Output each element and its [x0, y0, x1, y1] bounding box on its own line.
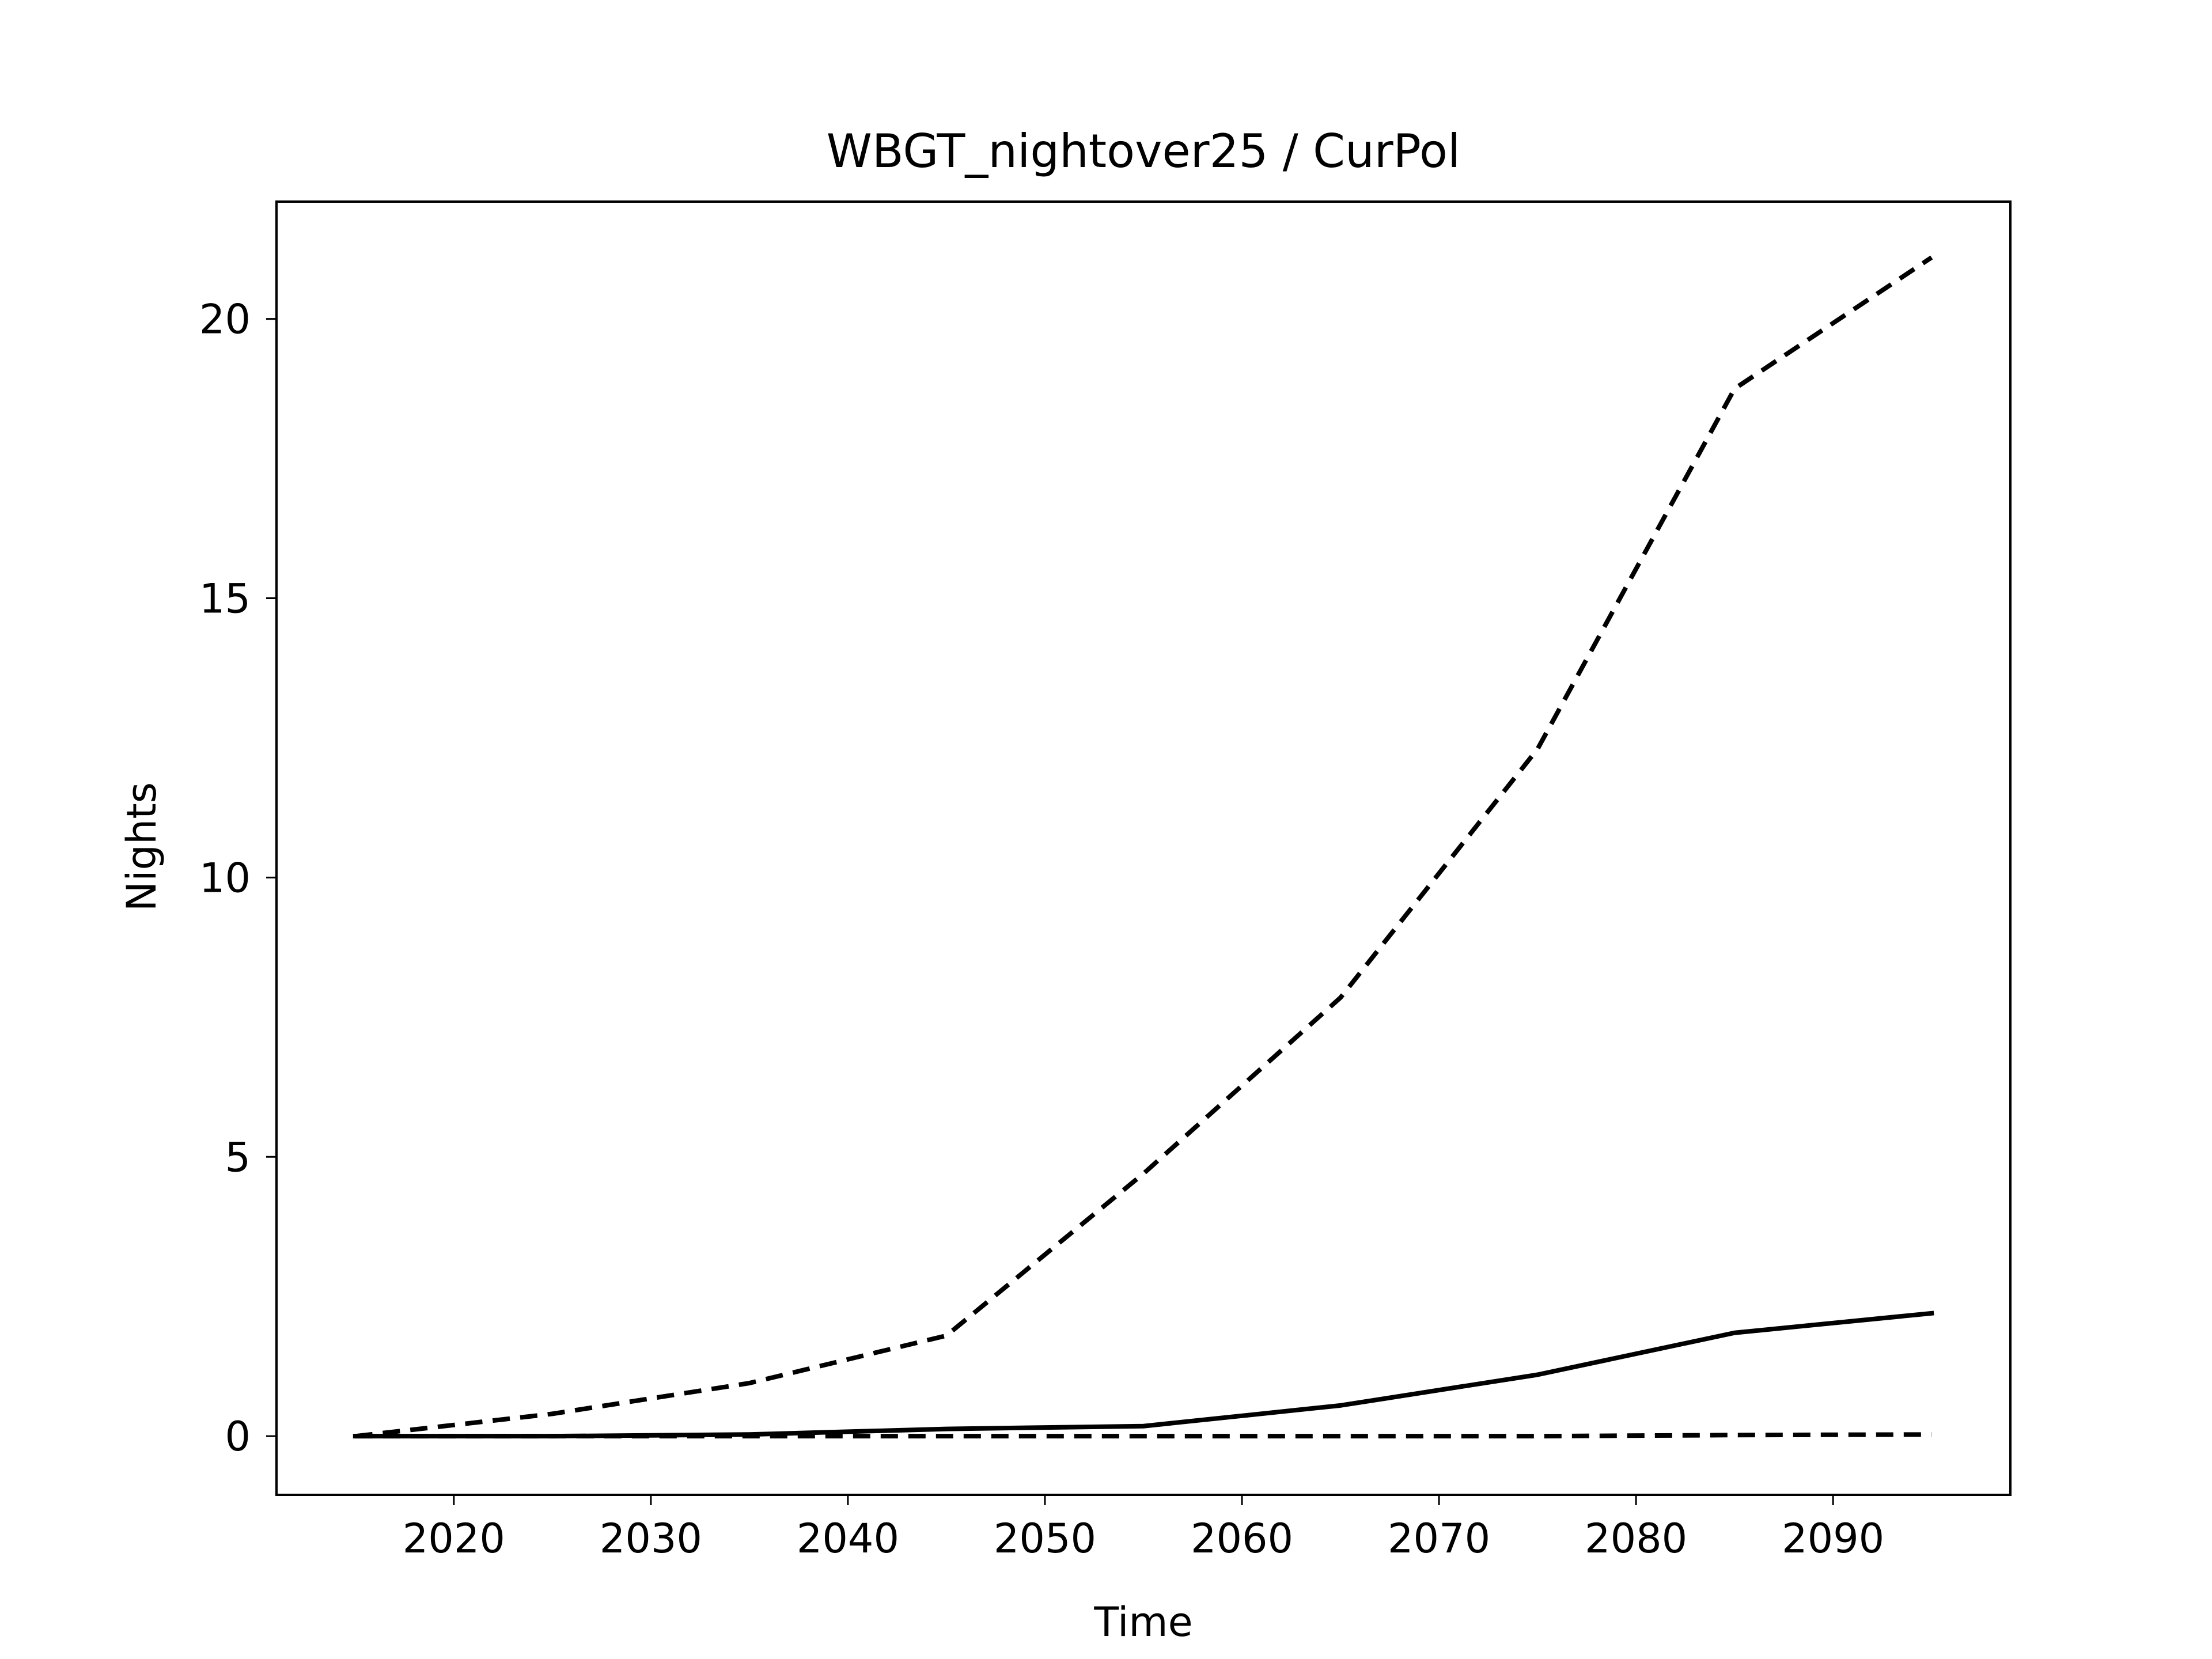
x-axis-label: Time: [1093, 1599, 1192, 1646]
axis-ticks: 2020 2030 2040 2050 2060 2070 2080 2090 0 5 10 15 20: [199, 296, 1884, 1562]
x-tick-label: 2030: [600, 1515, 702, 1562]
y-tick-label: 20: [199, 296, 251, 343]
chart-title: WBGT_nightover25 / CurPol: [827, 124, 1460, 178]
x-tick-label: 2060: [1191, 1515, 1293, 1562]
series-group: [353, 255, 1934, 1439]
x-tick-label: 2090: [1782, 1515, 1884, 1562]
x-tick-label: 2020: [403, 1515, 505, 1562]
y-tick-label: 5: [225, 1134, 251, 1181]
x-tick-label: 2070: [1388, 1515, 1490, 1562]
axes-frame: [275, 200, 2012, 1496]
x-tick-label: 2040: [797, 1515, 899, 1562]
series-line-3: [355, 1432, 1932, 1439]
x-tick-label: 2050: [994, 1515, 1096, 1562]
series-line-1: [355, 255, 1933, 1439]
y-tick-label: 0: [225, 1413, 251, 1460]
y-tick-label: 15: [199, 575, 251, 623]
y-tick-label: 10: [199, 854, 251, 902]
y-axis-label: Nights: [118, 782, 165, 912]
x-tick-label: 2080: [1585, 1515, 1687, 1562]
